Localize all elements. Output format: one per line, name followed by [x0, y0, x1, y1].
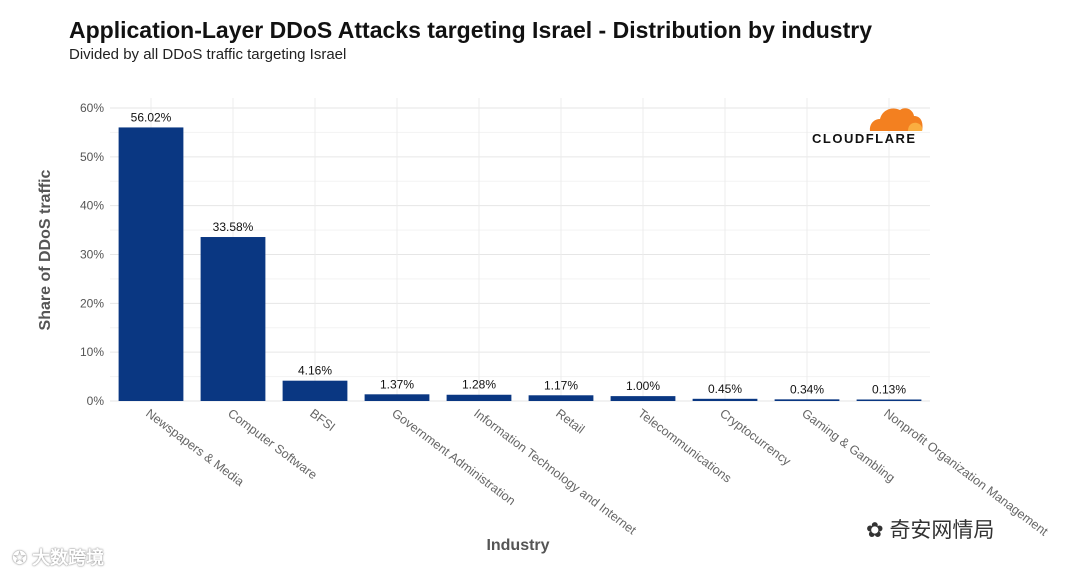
bars	[118, 127, 922, 401]
data-label: 4.16%	[298, 364, 332, 378]
data-label: 1.28%	[462, 378, 496, 392]
y-tick-label: 10%	[80, 345, 104, 359]
data-label: 1.37%	[380, 377, 414, 391]
y-tick-label: 30%	[80, 248, 104, 262]
data-label: 1.17%	[544, 378, 578, 392]
bar	[282, 380, 348, 401]
y-tick-label: 0%	[87, 394, 105, 408]
y-tick-label: 50%	[80, 150, 104, 164]
watermark-right: ✿ 奇安网情局	[866, 514, 994, 544]
data-label: 1.00%	[626, 379, 660, 393]
x-tick-label: Cryptocurrency	[717, 406, 794, 469]
data-label: 0.13%	[872, 383, 906, 397]
bar	[528, 395, 594, 401]
y-tick-label: 20%	[80, 296, 104, 310]
y-tick-label: 40%	[80, 199, 104, 213]
data-labels: 56.02% 33.58% 4.16% 1.37% 1.28% 1.17% 1.00% 0.4…	[131, 110, 907, 396]
data-label: 56.02%	[131, 110, 172, 124]
watermark-left: ✪ 大数跨境	[12, 544, 104, 570]
data-label: 0.45%	[708, 382, 742, 396]
x-tick-label: Information Technology and Internet	[471, 406, 639, 537]
bar	[692, 398, 758, 401]
y-tick-labels: 0% 10% 20% 30% 40% 50% 60%	[80, 101, 104, 408]
brand-icon: ✪	[12, 548, 33, 568]
bar	[364, 394, 430, 401]
bar	[118, 127, 184, 401]
x-tick-label: Retail	[553, 406, 587, 436]
cloudflare-logo: CLOUDFLARE	[812, 104, 924, 148]
x-tick-label: Computer Software	[225, 406, 319, 482]
chart-title: Application-Layer DDoS Attacks targeting…	[69, 17, 872, 43]
cloud-icon	[869, 108, 923, 131]
bar	[610, 396, 676, 401]
logo-text: CLOUDFLARE	[812, 131, 917, 146]
x-tick-label: BFSI	[307, 406, 338, 434]
bar	[856, 399, 922, 401]
x-axis-label: Industry	[486, 537, 550, 554]
bar	[446, 394, 512, 401]
bar	[774, 399, 840, 401]
data-label: 33.58%	[213, 220, 254, 234]
wechat-icon: ✿	[866, 519, 890, 542]
chart-subtitle: Divided by all DDoS traffic targeting Is…	[69, 46, 347, 63]
watermark-left-text: 大数跨境	[32, 548, 105, 568]
watermark-right-text: 奇安网情局	[889, 519, 995, 542]
y-tick-label: 60%	[80, 101, 104, 115]
data-label: 0.34%	[790, 382, 824, 396]
bar	[200, 237, 266, 401]
